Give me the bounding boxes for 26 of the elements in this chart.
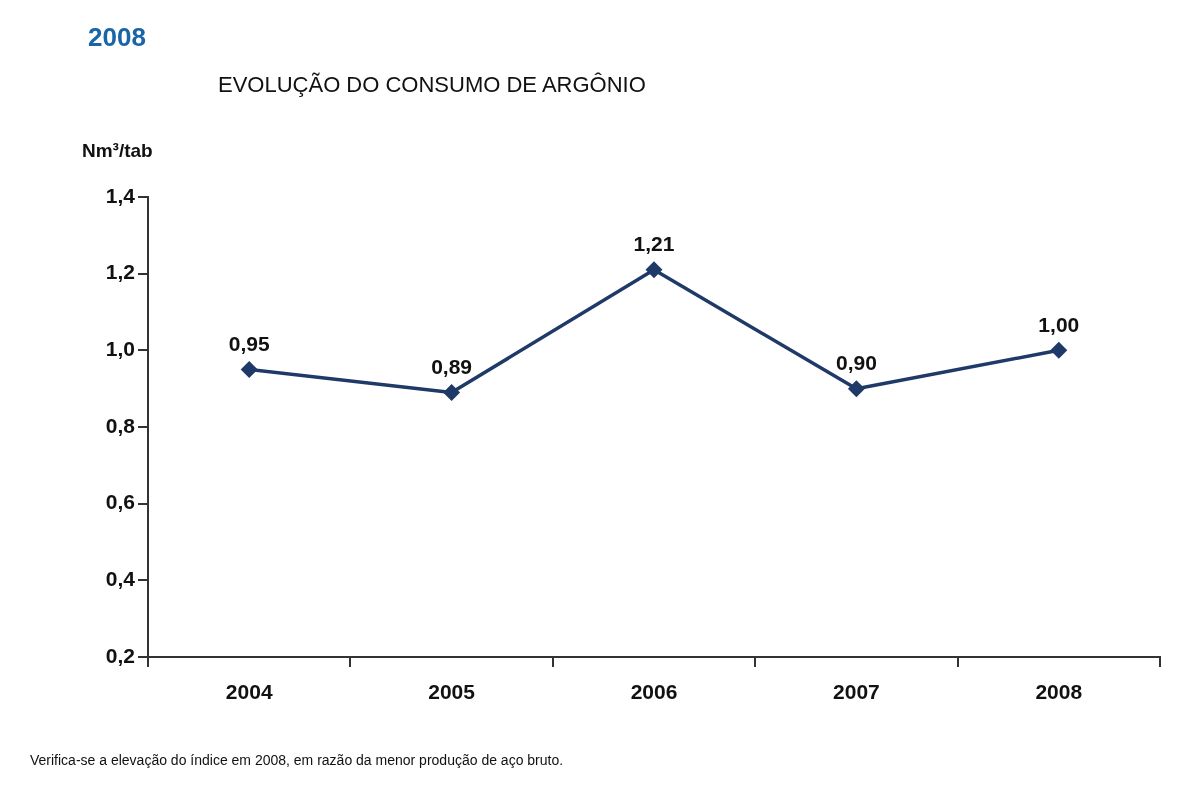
chart-subtitle: 2008: [88, 22, 146, 53]
point: [1051, 342, 1067, 359]
y-tick-label: 0,8: [105, 413, 136, 437]
y-tick-label: 1,4: [105, 183, 136, 207]
y-tick-label: 0,6: [105, 490, 135, 514]
chart-title: EVOLUÇÃO DO CONSUMO DE ARGÔNIO: [218, 72, 646, 98]
point: [443, 384, 460, 401]
data-label: 0,90: [835, 350, 877, 374]
x-tick-label: 2006: [630, 680, 678, 704]
point: [241, 361, 257, 378]
x-tick-label: 2004: [225, 680, 273, 704]
y-axis-title: Nm³/tab: [82, 140, 153, 162]
data-label: 1,21: [633, 232, 675, 256]
x-tick-label: 2007: [833, 680, 880, 704]
y-tick-label: 0,4: [105, 567, 136, 591]
y-tick-label: 1,0: [105, 337, 135, 361]
text: Verifica-se a elevação do índice em 2008, em razão da menor produção de aço bruto.: [30, 752, 564, 768]
y-tick-label: 0,2: [105, 643, 135, 667]
x-tick-label: 2005: [428, 680, 476, 704]
y-tick-label: 1,2: [105, 260, 135, 284]
data-label: 0,89: [431, 354, 473, 378]
point: [848, 380, 865, 397]
data-label: 1,00: [1038, 312, 1080, 336]
point: [646, 262, 662, 278]
data-label: 0,95: [228, 331, 270, 355]
x-tick-label: 2008: [1035, 680, 1083, 704]
